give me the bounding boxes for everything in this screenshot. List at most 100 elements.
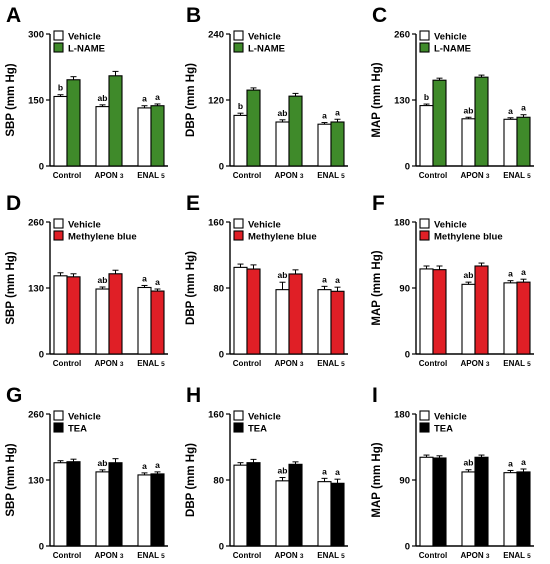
panel-b-bar-2-1 (330, 121, 345, 167)
panel-h-bar-0-1 (246, 462, 261, 547)
panel-e-category-label-0: Control (233, 359, 261, 368)
panel-f: F MAP (mm Hg) 0 90 180 Control ab APON 3 a a ENAL … (371, 192, 534, 368)
panel-g-bar-1-1 (108, 462, 123, 547)
panel-b-bar-0-1 (246, 89, 261, 167)
panel-i-bar-1-0 (461, 471, 476, 547)
panel-b-sig-label-2-0: a (322, 111, 327, 121)
panel-g-sig-label-1-0: ab (98, 458, 108, 468)
panel-b-ytick-label-1: 120 (208, 96, 224, 107)
panel-b-category-label-0: Control (233, 171, 261, 180)
panel-c-bar-2-0 (503, 118, 518, 167)
panel-i-bar-1-1 (474, 456, 489, 547)
panel-i-category-label-0: Control (419, 551, 447, 560)
panel-c: C MAP (mm Hg) 0 130 260 b Control ab APON 3 a a ENA… (371, 4, 534, 180)
panel-f-bar-2-1 (516, 281, 531, 355)
panel-e-legend-swatch-1 (233, 230, 244, 241)
panel-c-legend-swatch-0 (419, 30, 430, 41)
panel-i: I MAP (mm Hg) 0 90 180 Control ab APON 3 a a ENAL … (371, 384, 534, 560)
panel-a-legend-label-1: L-NAME (68, 44, 105, 55)
panel-d-legend-label-1: Methylene blue (68, 232, 137, 243)
panel-g-category-label-0: Control (53, 551, 81, 560)
panel-a-bar-2-0 (137, 107, 152, 167)
panel-f-legend-swatch-1 (419, 230, 430, 241)
panel-a-bar-1-1 (108, 75, 123, 167)
panel-g-letter: G (6, 384, 22, 407)
panel-c-sig-label-1-0: ab (464, 105, 474, 115)
panel-b-bar-1-0 (275, 121, 290, 167)
panel-h-bar-0-0 (233, 464, 248, 547)
panel-h-legend-swatch-1 (233, 422, 244, 433)
panel-g-bar-2-1 (150, 473, 165, 547)
panel-c-bar-1-0 (461, 118, 476, 167)
panel-d-bar-1-0 (95, 288, 110, 355)
panel-e-bar-1-0 (275, 289, 290, 355)
panel-h-y-axis-label: DBP (mm Hg) (185, 443, 197, 517)
panel-c-y-axis-label: MAP (mm Hg) (371, 62, 383, 137)
panel-b-letter: B (186, 4, 201, 27)
panel-c-sig-label-0-0: b (424, 92, 429, 102)
panel-a-ytick-label-1: 150 (28, 96, 44, 107)
panel-e-legend-label-0: Vehicle (248, 220, 281, 231)
panel-c-ytick-label-2: 260 (394, 30, 410, 41)
panel-f-legend-swatch-0 (419, 218, 430, 229)
panel-f-category-label-1: APON 3 (461, 359, 490, 368)
panel-i-ytick-label-2: 180 (394, 410, 410, 421)
panel-d-y-axis-label: SBP (mm Hg) (5, 251, 17, 324)
panel-f-legend-label-1: Methylene blue (434, 232, 503, 243)
panel-f-letter: F (372, 192, 385, 215)
panel-h-legend-swatch-0 (233, 410, 244, 421)
panel-d-ytick-label-2: 260 (28, 218, 44, 229)
panel-c-legend-label-1: L-NAME (434, 44, 471, 55)
panel-h-category-label-2: ENAL 5 (317, 551, 345, 560)
panel-f-bar-0-0 (419, 268, 434, 355)
panel-f-ytick-label-0: 0 (405, 350, 410, 361)
panel-a-bar-0-1 (66, 79, 81, 167)
panel-d-bar-0-0 (53, 275, 68, 355)
panel-a-sig-label-1-0: ab (98, 93, 108, 103)
panel-h-sig-label-1-0: ab (278, 466, 288, 476)
panel-i-sig-label-1-0: ab (464, 458, 474, 468)
panel-i-legend-swatch-1 (419, 422, 430, 433)
panel-b-bar-2-0 (317, 123, 332, 167)
panel-g-bar-2-0 (137, 474, 152, 547)
panel-e: E DBP (mm Hg) 0 80 160 Control ab APON 3 a a ENAL … (185, 192, 348, 368)
panel-d-bar-2-0 (137, 286, 152, 355)
panel-d-category-label-0: Control (53, 359, 81, 368)
panel-h-sig-label-2-0: a (322, 466, 327, 476)
panel-h-bar-1-0 (275, 480, 290, 547)
panel-h-ytick-label-1: 80 (213, 476, 224, 487)
panel-g-y-axis-label: SBP (mm Hg) (5, 443, 17, 516)
panel-d-category-label-2: ENAL 5 (137, 359, 165, 368)
panel-e-y-axis-label: DBP (mm Hg) (185, 251, 197, 325)
panel-e-ytick-label-0: 0 (219, 350, 224, 361)
panel-d-sig-label-2-0: a (142, 273, 147, 283)
panel-g-sig-label-2-0: a (142, 461, 147, 471)
panel-c-legend-swatch-1 (419, 42, 430, 53)
panel-a-sig-label-2-1: a (155, 92, 160, 102)
panel-b-bar-1-1 (288, 95, 303, 167)
panel-f-category-label-0: Control (419, 359, 447, 368)
panel-g-bar-0-1 (66, 461, 81, 547)
panel-c-bar-1-1 (474, 76, 489, 167)
panel-b-bar-0-0 (233, 114, 248, 167)
panel-d-sig-label-2-1: a (155, 277, 160, 287)
panel-b-legend-swatch-1 (233, 42, 244, 53)
panel-g-ytick-label-0: 0 (39, 542, 44, 553)
panel-i-sig-label-2-1: a (521, 457, 526, 467)
panel-d-bar-2-1 (150, 290, 165, 355)
panel-a-category-label-0: Control (53, 171, 81, 180)
panel-i-bar-0-1 (432, 457, 447, 547)
panel-d-legend-swatch-0 (53, 218, 64, 229)
panel-e-bar-2-1 (330, 290, 345, 355)
panel-i-category-label-2: ENAL 5 (503, 551, 531, 560)
panel-h-category-label-0: Control (233, 551, 261, 560)
panel-f-bar-0-1 (432, 269, 447, 355)
panel-h-bar-1-1 (288, 463, 303, 547)
panel-a-category-label-2: ENAL 5 (137, 171, 165, 180)
panel-g-category-label-2: ENAL 5 (137, 551, 165, 560)
panel-h-legend-label-0: Vehicle (248, 412, 281, 423)
panel-h-ytick-label-0: 0 (219, 542, 224, 553)
panel-g-legend-swatch-0 (53, 410, 64, 421)
panel-d-category-label-1: APON 3 (95, 359, 124, 368)
